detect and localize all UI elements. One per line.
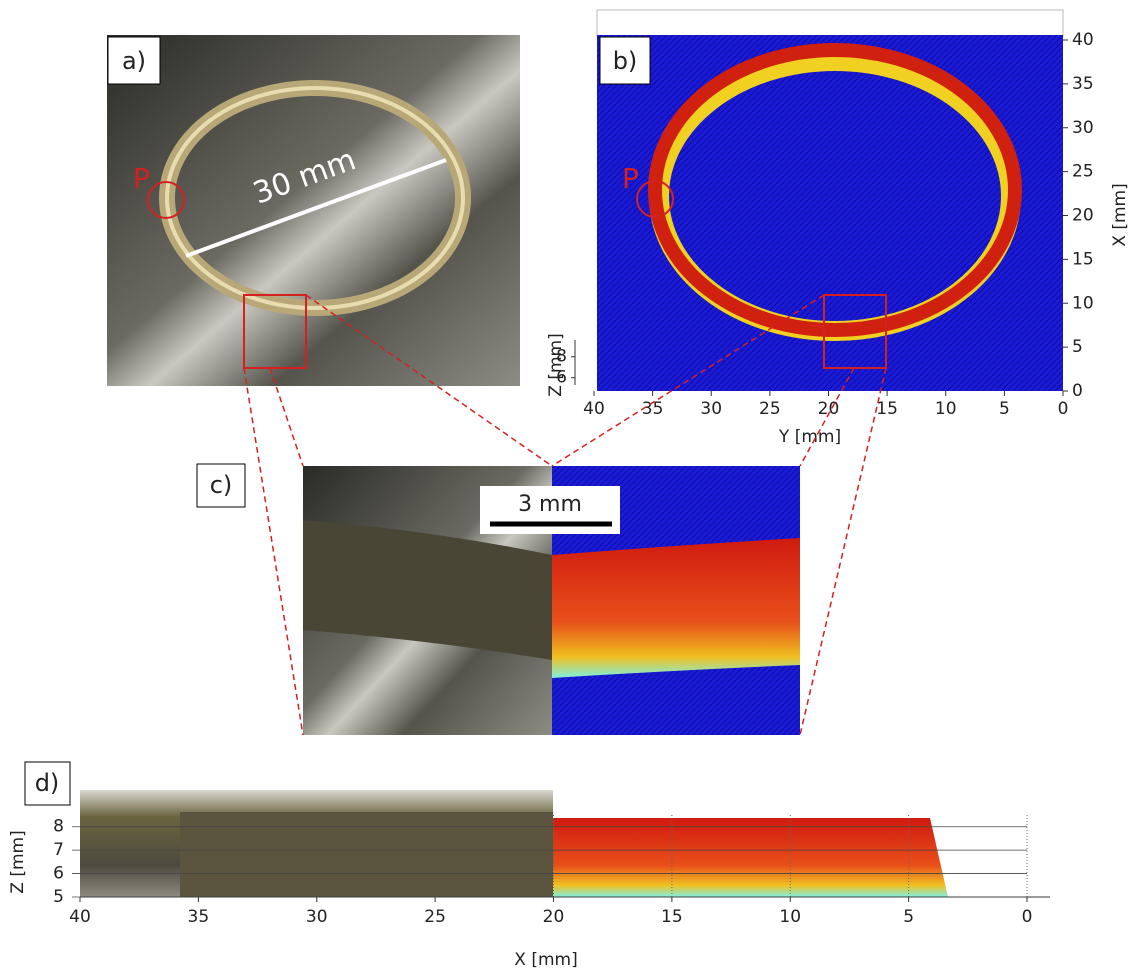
- x-tick-label: 35: [188, 907, 210, 927]
- x-tick-label: 10: [935, 399, 957, 419]
- x-tick-label: 0: [1022, 907, 1033, 927]
- axis-title: Y [mm]: [778, 427, 841, 447]
- axis-title: Z [mm]: [8, 830, 28, 893]
- panel-label: b): [613, 47, 638, 75]
- axis-title: X [mm]: [1110, 183, 1130, 246]
- x-tick-label: 15: [661, 907, 683, 927]
- x-tick-label: 5: [903, 907, 914, 927]
- z-tick-label: 6: [53, 864, 64, 884]
- weld-photo: [180, 812, 553, 897]
- panel-d: d) X [mm] Z [mm] 40 35 30 25 20 15 10 5 0 5 6 7 8: [8, 762, 1050, 970]
- y-tick-label: 15: [1072, 249, 1094, 269]
- y-tick-label: 10: [1072, 293, 1094, 313]
- weld-surface: [552, 538, 800, 678]
- plot-frame: [597, 10, 1063, 36]
- y-tick-label: 40: [1072, 30, 1094, 50]
- panel-a: 30 mm P a): [107, 35, 520, 386]
- x-tick-label: 30: [306, 907, 328, 927]
- y-tick-label: 0: [1072, 381, 1083, 401]
- x-tick-label: 20: [818, 399, 840, 419]
- z-tick-label: 8: [556, 347, 567, 367]
- panel-c: 3 mm c): [197, 464, 800, 735]
- x-tick-label: 30: [700, 399, 722, 419]
- x-tick-label: 0: [1058, 399, 1069, 419]
- y-tick-label: 20: [1072, 206, 1094, 226]
- figure: 30 mm P a) P b) Y [mm] X [mm] Z [mm] 40 3…: [0, 0, 1133, 975]
- panel-label: c): [210, 471, 233, 499]
- x-tick-label: 40: [583, 399, 605, 419]
- y-tick-label: 25: [1072, 162, 1094, 182]
- x-tick-label: 15: [876, 399, 898, 419]
- scale-label: 3 mm: [518, 492, 582, 517]
- point-label: P: [622, 162, 639, 195]
- z-tick-label: 5: [53, 887, 64, 907]
- y-tick-label: 5: [1072, 337, 1083, 357]
- z-tick-label: 8: [53, 817, 64, 837]
- axis-title: X [mm]: [514, 950, 577, 970]
- z-tick-label: 7: [53, 840, 64, 860]
- x-tick-label: 40: [69, 907, 91, 927]
- x-tick-label: 25: [424, 907, 446, 927]
- y-tick-label: 30: [1072, 118, 1094, 138]
- x-tick-label: 5: [999, 399, 1010, 419]
- panel-label: d): [35, 769, 60, 797]
- point-label: P: [133, 162, 150, 195]
- y-tick-label: 35: [1072, 74, 1094, 94]
- weld-surface: [553, 818, 948, 897]
- z-tick-label: 6: [556, 368, 567, 388]
- panel-label: a): [122, 47, 146, 75]
- x-tick-label: 20: [543, 907, 565, 927]
- x-tick-label: 10: [779, 907, 801, 927]
- x-tick-label: 25: [759, 399, 781, 419]
